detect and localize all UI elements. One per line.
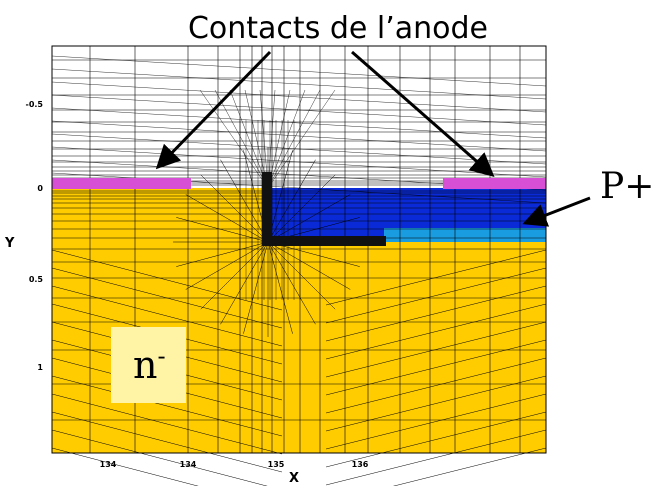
y-axis-label: Y	[4, 236, 15, 251]
x-axis-label: X	[289, 471, 299, 486]
junction-dense-vertical	[262, 172, 272, 246]
figure-title: Contacts de l’anode	[188, 11, 488, 46]
anode-contact-right	[443, 178, 546, 189]
arrow-p-plus	[522, 196, 591, 227]
air-region	[52, 46, 546, 188]
anode-contact-left	[52, 178, 191, 189]
junction-dense-horizontal	[262, 236, 386, 246]
y-tick-label: 1	[37, 363, 43, 372]
arrow-left-contact	[155, 50, 272, 170]
y-tick-label: 0.5	[29, 275, 44, 284]
x-tick-label: 134	[180, 460, 197, 469]
plot-frame	[51, 45, 547, 454]
arrow-right-contact	[351, 50, 495, 177]
y-tick-label: -0.5	[26, 100, 44, 109]
y-axis: -0.5 0 0.5 1 Y	[4, 100, 43, 372]
y-tick-label: 0	[37, 184, 43, 193]
x-tick-label: 135	[268, 460, 285, 469]
mesh-lines	[51, 46, 547, 486]
x-tick-label: 136	[352, 460, 369, 469]
n-minus-label: n-	[133, 342, 166, 387]
p-plus-junction-edge	[384, 228, 546, 242]
x-tick-label: 134	[100, 460, 117, 469]
plot-panel	[51, 45, 547, 486]
x-axis: 134 134 135 136 X	[100, 460, 369, 486]
n-minus-label-box	[111, 327, 186, 403]
p-plus-label: P+	[600, 166, 653, 207]
